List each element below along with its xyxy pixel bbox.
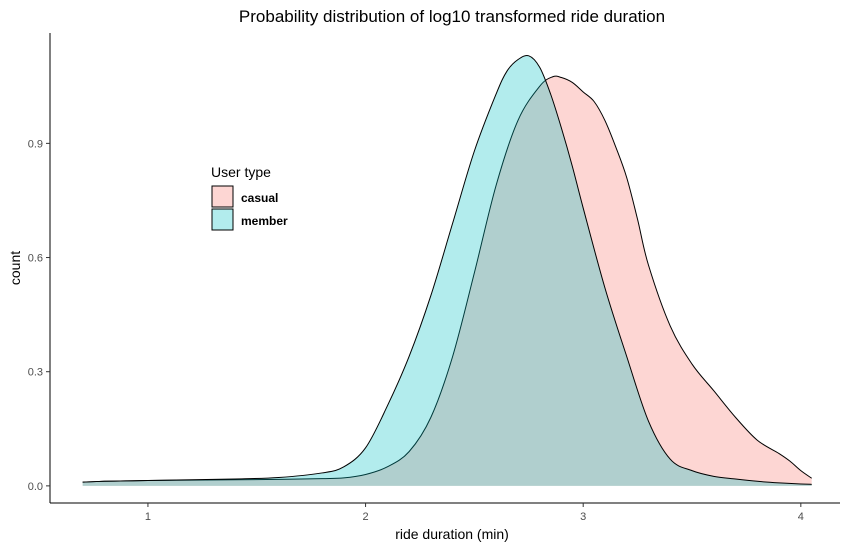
x-tick-label: 1 (145, 511, 151, 523)
chart-title: Probability distribution of log10 transf… (239, 7, 665, 26)
density-area-casual (82, 76, 812, 486)
x-tick-label: 2 (363, 511, 369, 523)
y-axis-ticks: 0.0 0.3 0.6 0.9 (28, 138, 50, 493)
x-tick-label: 3 (580, 511, 586, 523)
density-line-casual (82, 75, 812, 483)
density-area-member (82, 55, 812, 486)
legend-label-member: member (241, 214, 288, 228)
legend-key-casual (211, 185, 234, 208)
x-tick-label: 4 (798, 511, 804, 523)
legend: User type casual member (211, 164, 288, 231)
y-axis-title: count (7, 251, 23, 285)
legend-key-member (211, 208, 234, 231)
y-tick-label: 0.6 (28, 253, 43, 265)
legend-label-casual: casual (241, 191, 278, 205)
y-tick-label: 0.0 (28, 481, 43, 493)
legend-title: User type (211, 164, 271, 180)
x-axis-ticks: 1 2 3 4 (145, 503, 804, 523)
x-axis-title: ride duration (min) (395, 526, 509, 542)
y-tick-label: 0.3 (28, 367, 43, 379)
density-line-member (82, 55, 812, 485)
y-tick-label: 0.9 (28, 138, 43, 150)
plot-area (82, 55, 812, 486)
